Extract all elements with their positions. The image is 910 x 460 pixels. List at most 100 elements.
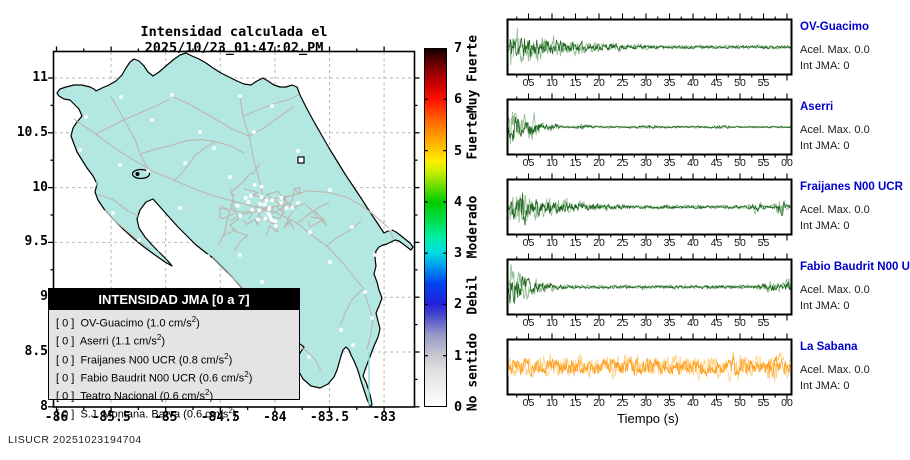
lat-tick-label: 9 <box>40 289 48 305</box>
jma-intensity-colorbar <box>424 48 447 407</box>
trace-station-name: OV-Guacimo <box>800 21 870 33</box>
trace-time-tick: 45 <box>710 397 723 409</box>
trace-waveform <box>508 28 791 65</box>
trace-time-tick: 40 <box>687 397 699 409</box>
trace-station-name: Fabio Baudrit N00 UCR <box>800 261 910 273</box>
lat-tick-label: 11 <box>32 70 48 85</box>
colorbar-category-label: Moderado <box>465 196 481 259</box>
trace-time-tick: 00 <box>781 157 793 169</box>
seismogram-1 <box>506 13 793 81</box>
trace-time-tick: 25 <box>616 77 629 89</box>
trace-time-tick: 25 <box>616 237 629 249</box>
trace-int-jma: Int JMA: 0 <box>800 60 850 72</box>
colorbar-category-label: Debil <box>465 275 481 315</box>
trace-time-tick: 40 <box>687 157 699 169</box>
trace-time-tick: 15 <box>569 237 582 249</box>
trace-waveform <box>508 192 791 226</box>
seismogram-4 <box>506 253 793 321</box>
lake-arenal <box>131 168 151 180</box>
trace-time-tick: 10 <box>546 157 558 169</box>
seismogram-2 <box>506 93 793 161</box>
trace-acel-max: Acel. Max. 0.0 <box>800 44 870 56</box>
trace-time-tick: 40 <box>687 317 699 329</box>
trace-time-tick: 20 <box>593 397 605 409</box>
legend-title: INTENSIDAD JMA [0 a 7] <box>49 289 299 310</box>
trace-time-tick: 50 <box>734 157 746 169</box>
trace-int-jma: Int JMA: 0 <box>800 380 850 392</box>
trace-time-tick: 45 <box>710 77 723 89</box>
lon-tick-label: -84 <box>263 410 287 425</box>
trace-station-name: Fraijanes N00 UCR <box>800 181 903 193</box>
highlight-station-marker <box>297 156 305 164</box>
trace-time-tick: 35 <box>663 317 676 329</box>
trace-time-tick: 05 <box>522 317 535 329</box>
legend-station-row: [ 0 ] Teatro Nacional (0.6 cm/s2) <box>56 388 214 403</box>
trace-int-jma: Int JMA: 0 <box>800 220 850 232</box>
trace-time-tick: 30 <box>640 77 652 89</box>
jma-legend-box: INTENSIDAD JMA [0 a 7] [ 0 ] OV-Guacimo … <box>48 288 300 421</box>
legend-rows: [ 0 ] OV-Guacimo (1.0 cm/s2) [ 0 ] Aserri… <box>49 310 299 423</box>
map-frame-ticks <box>48 46 420 413</box>
lon-tick-label: -85.5 <box>91 410 131 425</box>
trace-time-tick: 25 <box>616 397 629 409</box>
lon-tick-label: -85 <box>153 410 178 425</box>
trace-time-tick: 50 <box>734 397 746 409</box>
trace-time-tick: 10 <box>546 237 558 249</box>
colorbar-tick-number: 4 <box>454 193 463 210</box>
trace-time-tick: 45 <box>710 157 723 169</box>
trace-time-tick: 35 <box>663 157 676 169</box>
trace-acel-max: Acel. Max. 0.0 <box>800 364 870 376</box>
trace-time-tick: 05 <box>522 237 535 249</box>
trace-time-tick: 55 <box>757 317 770 329</box>
lon-tick-label: -83.5 <box>309 410 350 425</box>
map-frame <box>52 50 416 408</box>
trace-time-tick: 45 <box>710 237 723 249</box>
watermark-text: LISUCR 20251023194704 <box>8 434 142 446</box>
seismogram-3 <box>506 173 793 241</box>
trace-time-tick: 30 <box>640 317 652 329</box>
trace-time-tick: 20 <box>593 317 605 329</box>
lat-tick-label: 10 <box>32 179 48 195</box>
station-markers <box>78 93 392 387</box>
colorbar-tick-number: 5 <box>454 142 463 159</box>
colorbar-tick-number: 1 <box>454 347 463 364</box>
seismogram-5 <box>506 333 793 401</box>
trace-time-tick: 30 <box>640 397 652 409</box>
colorbar-category-label: No sentido <box>465 332 481 412</box>
trace-station-name: La Sabana <box>800 341 858 353</box>
legend-station-row: [ 0 ] Fraijanes N00 UCR (0.8 cm/s2) <box>56 351 233 367</box>
colorbar-ticks <box>424 98 447 357</box>
trace-time-tick: 35 <box>663 77 676 89</box>
legend-station-row: [ 0 ] Aserri (1.1 cm/s2) <box>56 333 165 348</box>
trace-time-tick: 40 <box>687 77 699 89</box>
trace-time-tick: 35 <box>663 237 676 249</box>
trace-time-tick: 05 <box>522 77 535 89</box>
trace-time-tick: 15 <box>569 397 582 409</box>
trace-time-tick: 35 <box>663 397 676 409</box>
trace-time-tick: 05 <box>522 397 535 409</box>
trace-time-tick: 55 <box>757 157 770 169</box>
trace-time-tick: 20 <box>593 157 605 169</box>
trace-time-tick: 20 <box>593 77 605 89</box>
trace-waveform <box>508 111 791 144</box>
colorbar-category-label: Fuerte <box>465 112 481 160</box>
trace-acel-max: Acel. Max. 0.0 <box>800 124 870 136</box>
trace-time-tick: 25 <box>616 157 629 169</box>
trace-time-tick: 55 <box>757 237 770 249</box>
trace-acel-max: Acel. Max. 0.0 <box>800 284 870 296</box>
lat-tick-label: 9.5 <box>24 234 48 250</box>
colorbar-category-label: Muy Fuerte <box>465 34 481 113</box>
colorbar-tick-number: 2 <box>454 296 463 313</box>
trace-int-jma: Int JMA: 0 <box>800 140 850 152</box>
lat-tick-label: 8 <box>40 398 48 414</box>
colorbar-tick-number: 0 <box>454 398 463 415</box>
trace-waveform <box>508 264 791 305</box>
colorbar-tick-number: 3 <box>454 245 463 262</box>
trace-time-tick: 10 <box>546 77 558 89</box>
lat-tick-label: 8.5 <box>24 344 48 359</box>
legend-station-row: [ 0 ] OV-Guacimo (1.0 cm/s2) <box>56 315 200 330</box>
trace-time-tick: 05 <box>522 157 535 169</box>
legend-station-row: [ 0 ] S.J. Montana. Barva (0.6 cm/s2) <box>56 406 237 421</box>
trace-time-tick: 20 <box>593 237 605 249</box>
